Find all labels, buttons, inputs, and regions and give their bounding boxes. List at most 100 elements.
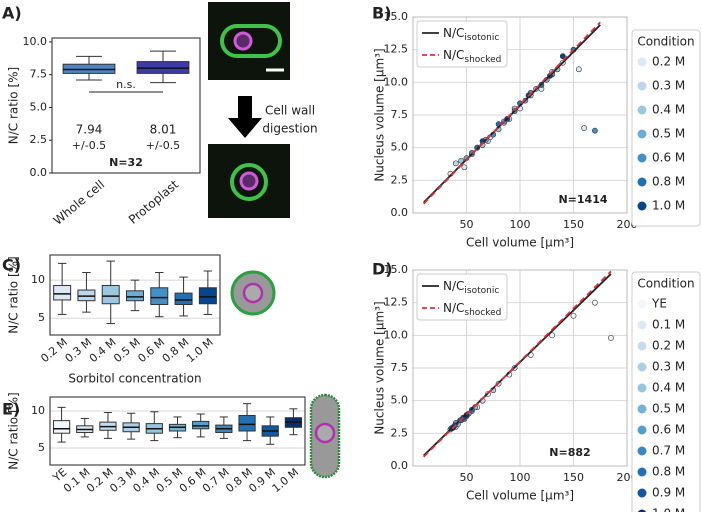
panel-label: D): [372, 260, 393, 279]
y-tick-label: 0.0: [391, 459, 409, 472]
y-tick-label: 12.5: [384, 296, 409, 309]
legend-marker: [637, 446, 647, 456]
y-tick-label: 7.5: [391, 108, 409, 121]
legend-label: 0.5 M: [652, 127, 685, 141]
fit-line: [423, 270, 612, 458]
mean-label: 8.01: [150, 123, 177, 137]
y-axis-label: N/C ratio [%]: [7, 256, 21, 333]
y-tick-label: 10.0: [384, 328, 409, 341]
legend-box: [631, 271, 701, 512]
mean-label: 7.94: [76, 123, 103, 137]
legend-label: 1.0 M: [652, 507, 685, 512]
x-tick-label: 0.8 M: [160, 336, 192, 366]
y-tick-label: 15.0: [384, 263, 409, 276]
y-tick-label: 10: [31, 273, 45, 286]
legend-marker: [637, 488, 647, 498]
point: [458, 157, 465, 164]
legend-marker: [637, 299, 647, 309]
legend-marker: [637, 404, 647, 414]
y-tick-label: 0.0: [30, 166, 48, 179]
image-caption: Cell wall: [265, 104, 315, 118]
box: [53, 284, 72, 301]
y-tick-label: 5.0: [391, 141, 409, 154]
legend-marker: [637, 201, 647, 211]
x-axis-label: Sorbitol concentration: [68, 372, 201, 386]
legend-subscript: shocked: [464, 308, 501, 318]
legend-box: [416, 20, 508, 68]
box: [150, 287, 169, 306]
y-tick-label: 2.5: [391, 426, 409, 439]
point: [581, 125, 588, 131]
point: [461, 164, 468, 171]
legend-box: [631, 29, 701, 227]
micrograph-protoplast: [208, 144, 290, 218]
box: [126, 290, 144, 302]
legend-label: 0.2 M: [652, 339, 685, 353]
y-tick-label: 12.5: [384, 43, 409, 56]
legend-label: 0.2 M: [652, 55, 685, 69]
point: [575, 66, 582, 73]
box: [238, 414, 256, 432]
legend-marker: [637, 509, 647, 512]
legend-marker: [637, 105, 647, 115]
y-axis-label: Nucleus volume [μm³]: [373, 48, 387, 181]
x-axis-label: Cell volume [μm³]: [466, 236, 574, 250]
plot-frame: [49, 396, 306, 466]
legend-title: Condition: [637, 35, 694, 49]
y-tick-label: 7.5: [391, 361, 409, 374]
legend-label: 0.3 M: [652, 79, 685, 93]
legend-label: N/Cisotonic: [443, 26, 499, 43]
x-tick-label: 0.2 M: [38, 336, 70, 366]
legend-label: N/Cshocked: [443, 301, 501, 318]
n-label: N=1414: [558, 193, 607, 206]
y-tick-label: 5: [38, 441, 45, 454]
point: [608, 335, 614, 341]
legend-box: [416, 273, 508, 321]
legend-label: 0.6 M: [652, 423, 685, 437]
panel-label: B): [372, 4, 392, 23]
legend-label: 0.6 M: [652, 151, 685, 165]
image-caption: digestion: [262, 122, 317, 136]
legend-label: 0.4 M: [652, 381, 685, 395]
fit-line: [423, 21, 601, 205]
box: [77, 289, 96, 302]
panel-label: C): [2, 256, 21, 275]
legend-label: 0.8 M: [652, 175, 685, 189]
point: [592, 299, 598, 306]
legend-label: 0.5 M: [652, 402, 685, 416]
x-tick-label: 50: [460, 471, 474, 484]
legend-name: N/C: [443, 279, 464, 293]
y-tick-label: 5: [38, 311, 45, 324]
legend-label: 0.9 M: [652, 486, 685, 500]
plot-frame: [51, 37, 201, 174]
x-tick-label: 1.0 M: [184, 336, 216, 366]
legend-label: N/Cisotonic: [443, 279, 499, 296]
legend-marker: [637, 320, 647, 330]
legend-label: 0.3 M: [652, 360, 685, 374]
y-tick-label: 5.0: [30, 100, 48, 113]
y-tick-label: 7.5: [30, 68, 48, 81]
y-tick-label: 2.5: [391, 173, 409, 186]
legend-marker: [637, 129, 647, 139]
legend-marker: [637, 341, 647, 351]
x-tick-label: 100: [510, 218, 531, 231]
legend-marker: [637, 383, 647, 393]
box: [174, 292, 193, 306]
significance-label: n.s.: [116, 78, 136, 91]
legend-marker: [637, 81, 647, 91]
legend-marker: [637, 467, 647, 477]
y-tick-label: 10.0: [384, 75, 409, 88]
legend-label: YE: [651, 297, 667, 311]
mean-error: +/-0.5: [146, 139, 180, 152]
legend-marker: [637, 57, 647, 67]
point: [559, 53, 566, 60]
x-tick-label: 150: [563, 218, 584, 231]
legend-subscript: isotonic: [464, 286, 499, 296]
plot-frame: [49, 254, 221, 336]
legend-marker: [637, 153, 647, 163]
legend-label: 1.0 M: [652, 199, 685, 213]
x-tick-label: Protoplast: [126, 177, 181, 227]
x-tick-label: 1.0 M: [270, 466, 302, 496]
x-tick-label: 50: [460, 218, 474, 231]
